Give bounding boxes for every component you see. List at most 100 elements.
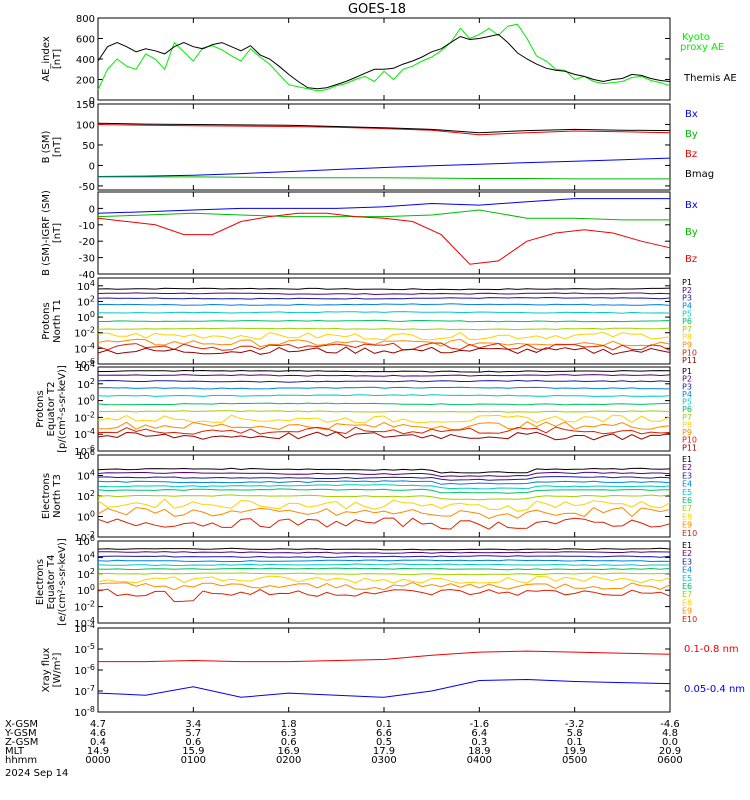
legend-themis-ae: Themis AE (683, 73, 737, 84)
ephemeris-value: 0.6 (185, 737, 201, 748)
y-axis-label: North T1 (52, 299, 63, 343)
series-line (97, 157, 671, 177)
channel-legend-p6: P6 (682, 317, 692, 326)
flux-channel-line (97, 394, 671, 397)
channel-legend-p10: P10 (682, 436, 697, 445)
y-tick-label: -20 (79, 237, 95, 248)
y-tick-label: -50 (79, 182, 95, 193)
ephemeris-value: 6.3 (281, 728, 297, 739)
flux-channel-line (97, 467, 671, 474)
channel-legend-p3: P3 (682, 294, 692, 303)
y-tick-label: 106 (77, 448, 95, 462)
y-tick-label: 0 (89, 204, 95, 215)
y-tick-label: 10-6 (74, 357, 95, 371)
series-line (97, 23, 671, 92)
legend-bz: Bz (685, 149, 697, 160)
legend-kyoto-proxy-ae: proxy AE (680, 42, 724, 53)
ephemeris-value: 5.8 (567, 728, 583, 739)
y-tick-label: 10-2 (74, 326, 95, 340)
channel-legend-e9: E9 (682, 521, 692, 530)
flux-channel-line (98, 374, 671, 377)
channel-legend-p8: P8 (682, 333, 692, 342)
channel-legend-p3: P3 (682, 382, 692, 391)
channel-legend-p2: P2 (682, 375, 692, 384)
channel-legend-p1: P1 (682, 278, 692, 287)
series-line (97, 209, 670, 221)
ephemeris-value: 19.9 (564, 746, 586, 757)
flux-channel-line (97, 506, 671, 519)
y-tick-label: 102 (77, 567, 95, 581)
channel-legend-p7: P7 (682, 325, 692, 334)
panel-frame (97, 366, 671, 452)
y-axis-label: Protons (35, 390, 46, 427)
y-axis-label: B (SM) (41, 130, 52, 163)
y-tick-label: 10-5 (74, 642, 95, 656)
y-axis-label: Electrons (35, 559, 46, 605)
y-tick-label: 10-4 (74, 621, 95, 635)
series-line (97, 122, 671, 134)
channel-legend-p5: P5 (682, 309, 692, 318)
channel-legend-e10: E10 (682, 529, 697, 538)
flux-channel-line (97, 563, 670, 567)
channel-legend-p11: P11 (682, 356, 697, 365)
channel-legend-e9: E9 (682, 607, 692, 616)
ephemeris-value: 0400 (467, 755, 492, 766)
y-tick-label: 0 (89, 161, 95, 172)
panel-frame (97, 627, 671, 713)
flux-channel-line (97, 581, 671, 591)
legend-delta-bx: Bx (685, 200, 698, 211)
flux-channel-line (97, 572, 671, 576)
flux-channel-line (98, 551, 671, 554)
flux-channel-line (97, 296, 671, 300)
flux-channel-line (97, 331, 671, 341)
y-tick-label: 10-8 (74, 705, 95, 719)
y-tick-label: 10-2 (74, 600, 95, 614)
channel-legend-e4: E4 (682, 480, 692, 489)
channel-legend-e3: E3 (682, 471, 692, 480)
y-axis-label: [e/(cm²-s-sr-keV)] (57, 538, 68, 626)
channel-legend-e2: E2 (682, 549, 692, 558)
legend-xray-short: 0.05-0.4 nm (684, 684, 745, 695)
y-tick-label: -40 (79, 270, 95, 281)
ephemeris-value: 4.8 (662, 728, 678, 739)
flux-channel-line (98, 369, 671, 373)
y-tick-label: -10 (79, 221, 95, 232)
y-tick-label: 400 (76, 55, 95, 66)
channel-legend-e8: E8 (682, 512, 692, 521)
panel-3: 0 -10 -20 -30 -40 B (SM)-IGRF (SM) [nT] Bx By Bz (41, 190, 698, 281)
panel-2: 150 100 50 0 -50 B (SM) [nT] Bx By Bz Bmag (41, 100, 714, 193)
plot-title: GOES-18 (348, 2, 406, 17)
channel-legend-p10: P10 (682, 348, 697, 357)
flux-channel-line (97, 494, 671, 501)
legend-bmag: Bmag (685, 169, 714, 180)
channel-legend-e1: E1 (682, 455, 692, 464)
series-line (97, 33, 671, 90)
channel-legend-e1: E1 (682, 541, 692, 550)
flux-channel-line (97, 471, 671, 478)
ephemeris-value: 4.6 (90, 728, 106, 739)
flux-channel-line (97, 421, 671, 431)
y-tick-label: 104 (77, 279, 95, 293)
legend-delta-by: By (685, 227, 698, 238)
ephemeris-value: 0600 (657, 755, 682, 766)
y-tick-label: 106 (77, 534, 95, 548)
y-axis-label: North T3 (52, 474, 63, 518)
channel-legend-p8: P8 (682, 420, 692, 429)
y-tick-label: 200 (76, 76, 95, 87)
series-line (98, 176, 670, 180)
ephemeris-value: 3.4 (185, 719, 201, 730)
channel-legend-p9: P9 (682, 341, 692, 350)
y-axis-label: Protons (41, 302, 52, 339)
flux-channel-line (97, 311, 671, 314)
panel-frame (97, 191, 671, 275)
legend-delta-bz: Bz (685, 254, 697, 265)
channel-legend-p4: P4 (682, 390, 692, 399)
y-tick-label: 10-4 (74, 616, 95, 630)
y-tick-label: 800 (76, 14, 95, 25)
y-tick-label: 102 (77, 294, 95, 308)
ephemeris-value: 17.9 (373, 746, 395, 757)
ephemeris-value: 20.9 (659, 746, 681, 757)
ephemeris-value: 0.1 (567, 737, 583, 748)
channel-legend-p1: P1 (682, 367, 692, 376)
